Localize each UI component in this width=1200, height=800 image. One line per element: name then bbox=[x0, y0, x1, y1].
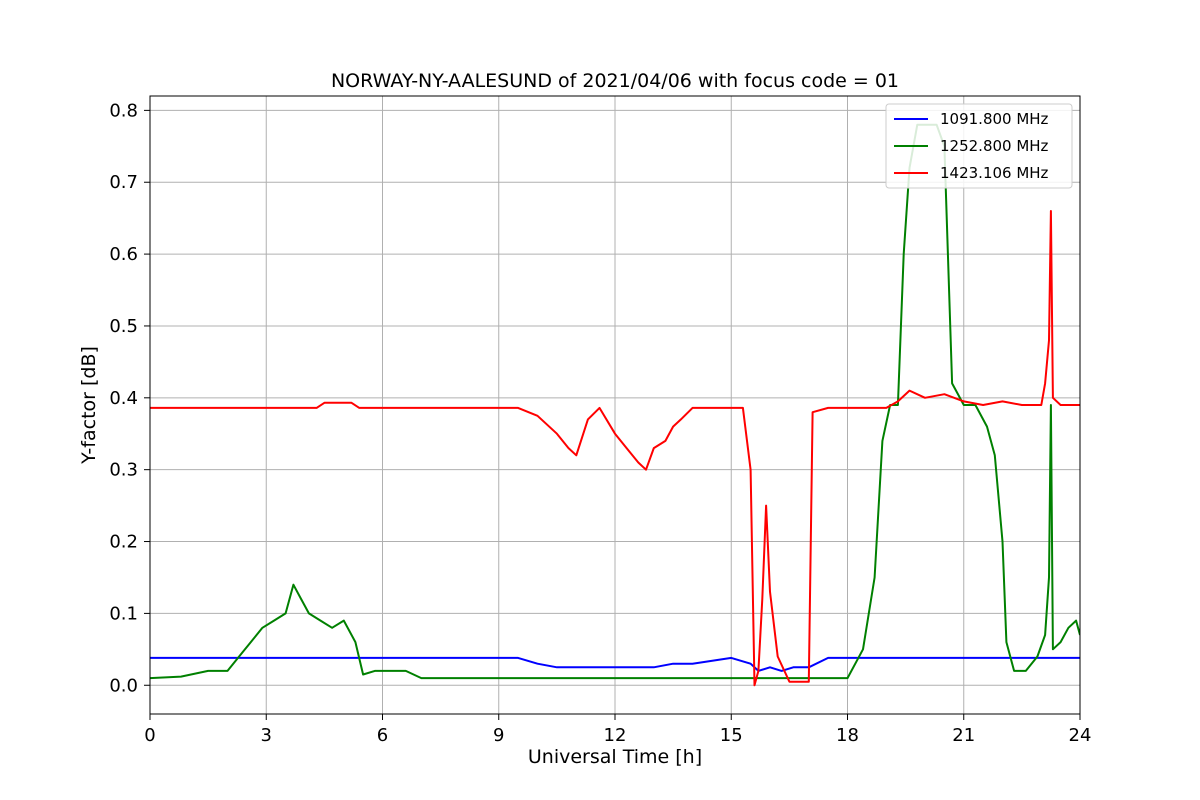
y-tick-label: 0.4 bbox=[109, 388, 138, 409]
x-axis: 0 3 6 9 12 15 18 21 24 bbox=[144, 714, 1091, 746]
y-tick-label: 0.1 bbox=[109, 603, 138, 624]
x-tick-label: 24 bbox=[1069, 725, 1092, 746]
x-tick-label: 15 bbox=[720, 725, 743, 746]
legend-box bbox=[885, 103, 1073, 189]
x-tick-label: 0 bbox=[144, 725, 155, 746]
chart-title: NORWAY-NY-AALESUND of 2021/04/06 with fo… bbox=[331, 70, 899, 92]
legend-label: 1091.800 MHz bbox=[940, 110, 1049, 128]
x-tick-label: 6 bbox=[377, 725, 388, 746]
x-tick-label: 18 bbox=[836, 725, 859, 746]
series-line-3 bbox=[150, 210, 1080, 687]
legend-label: 1252.800 MHz bbox=[940, 137, 1049, 155]
y-axis-label: Y-factor [dB] bbox=[78, 346, 100, 465]
legend-label: 1423.106 MHz bbox=[940, 164, 1049, 182]
series-line-2 bbox=[150, 123, 1080, 680]
series-group bbox=[150, 123, 1080, 687]
x-tick-label: 3 bbox=[261, 725, 272, 746]
series-line-1 bbox=[150, 656, 1080, 672]
legend: 1091.800 MHz 1252.800 MHz 1423.106 MHz bbox=[885, 103, 1073, 189]
y-tick-label: 0.6 bbox=[109, 244, 138, 265]
y-tick-label: 0.5 bbox=[109, 316, 138, 337]
y-tick-label: 0.7 bbox=[109, 172, 138, 193]
y-tick-label: 0.8 bbox=[109, 100, 138, 121]
y-tick-label: 0.3 bbox=[109, 460, 138, 481]
x-axis-label: Universal Time [h] bbox=[528, 746, 702, 768]
x-tick-label: 12 bbox=[604, 725, 627, 746]
x-tick-label: 9 bbox=[493, 725, 504, 746]
plot-area bbox=[150, 123, 1080, 687]
x-tick-label: 21 bbox=[952, 725, 975, 746]
y-axis: 0.0 0.1 0.2 0.3 0.4 0.5 0.6 0.7 0.8 bbox=[109, 100, 150, 696]
y-tick-label: 0.2 bbox=[109, 532, 138, 553]
y-tick-label: 0.0 bbox=[109, 675, 138, 696]
